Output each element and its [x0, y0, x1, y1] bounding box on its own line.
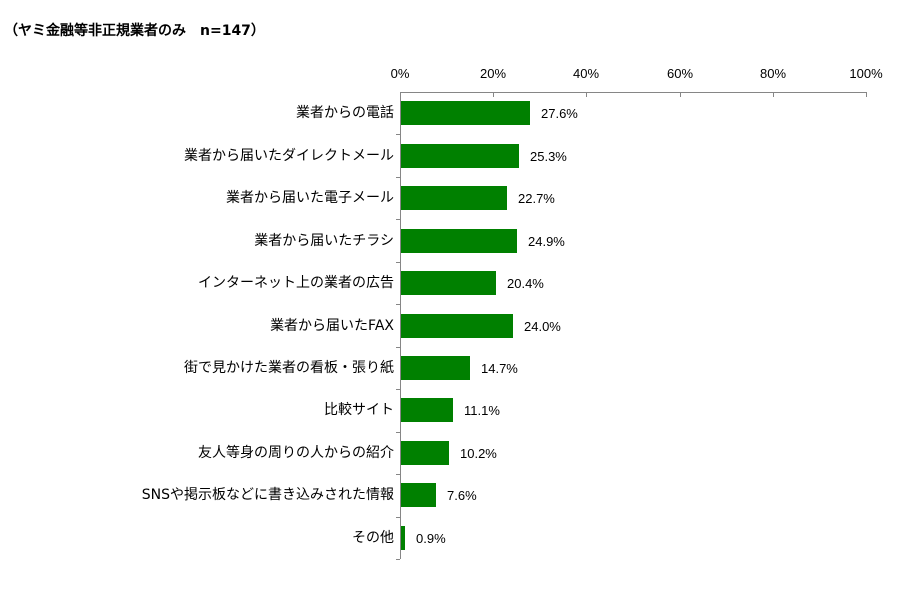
x-axis-tick-label: 20% — [479, 66, 507, 81]
value-label: 10.2% — [460, 446, 497, 461]
bar — [401, 144, 519, 168]
x-axis-tick-label: 0% — [390, 66, 410, 81]
value-label: 7.6% — [447, 488, 477, 503]
bar — [401, 483, 436, 507]
value-label: 0.9% — [416, 531, 446, 546]
value-label: 20.4% — [507, 276, 544, 291]
x-axis-tick — [493, 92, 494, 97]
category-label: その他 — [352, 530, 394, 546]
bar — [401, 271, 496, 295]
value-label: 27.6% — [541, 106, 578, 121]
y-axis-tick — [396, 474, 400, 475]
y-axis-line — [400, 92, 401, 559]
y-axis-tick — [396, 347, 400, 348]
y-axis-tick — [396, 134, 400, 135]
bar — [401, 441, 449, 465]
x-axis-tick-label: 80% — [759, 66, 787, 81]
category-label: 比較サイト — [324, 402, 394, 418]
y-axis-tick — [396, 262, 400, 263]
bar — [401, 526, 405, 550]
value-label: 24.9% — [528, 234, 565, 249]
category-label: 友人等身の周りの人からの紹介 — [198, 445, 394, 461]
y-axis-tick — [396, 517, 400, 518]
x-axis-tick — [773, 92, 774, 97]
bar — [401, 314, 513, 338]
y-axis-tick — [396, 559, 400, 560]
bar — [401, 398, 453, 422]
category-label: インターネット上の業者の広告 — [198, 275, 394, 291]
category-label: 業者から届いたダイレクトメール — [184, 148, 394, 164]
y-axis-tick — [396, 219, 400, 220]
x-axis-tick — [400, 92, 401, 97]
category-label: 業者から届いたFAX — [270, 318, 394, 334]
x-axis-tick — [680, 92, 681, 97]
bar — [401, 101, 530, 125]
category-label: SNSや掲示板などに書き込みされた情報 — [141, 487, 394, 503]
bar — [401, 356, 470, 380]
y-axis-tick — [396, 304, 400, 305]
x-axis-line — [400, 92, 866, 93]
value-label: 24.0% — [524, 319, 561, 334]
bar — [401, 186, 507, 210]
x-axis-tick-label: 40% — [572, 66, 600, 81]
y-axis-tick — [396, 177, 400, 178]
x-axis-tick-label: 100% — [849, 66, 883, 81]
x-axis-tick-label: 60% — [666, 66, 694, 81]
bar — [401, 229, 517, 253]
y-axis-tick — [396, 432, 400, 433]
y-axis-tick — [396, 389, 400, 390]
category-label: 業者から届いたチラシ — [254, 233, 394, 249]
category-label: 業者からの電話 — [296, 105, 394, 121]
value-label: 14.7% — [481, 361, 518, 376]
value-label: 22.7% — [518, 191, 555, 206]
category-label: 業者から届いた電子メール — [226, 190, 394, 206]
chart-title: （ヤミ金融等非正規業者のみ n=147） — [4, 23, 265, 39]
x-axis-tick — [586, 92, 587, 97]
value-label: 25.3% — [530, 149, 567, 164]
value-label: 11.1% — [464, 403, 500, 418]
x-axis-tick — [866, 92, 867, 97]
category-label: 街で見かけた業者の看板・張り紙 — [184, 360, 394, 376]
